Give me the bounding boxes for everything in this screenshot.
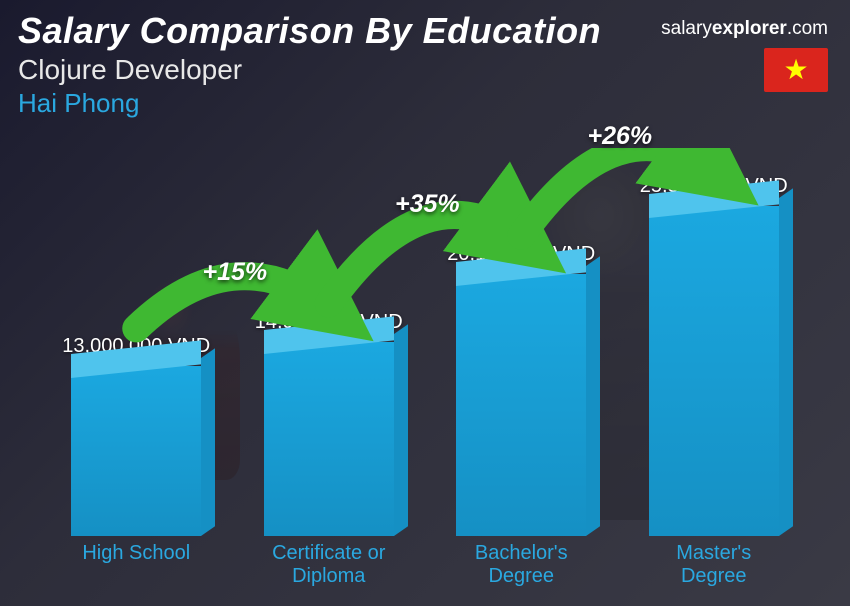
xlabel: Bachelor'sDegree	[425, 538, 618, 588]
arc-label: +15%	[203, 258, 268, 287]
flag-icon: ★	[764, 48, 828, 92]
arc-label: +35%	[395, 190, 460, 219]
xlabels-container: High SchoolCertificate orDiplomaBachelor…	[40, 538, 810, 588]
bar	[71, 366, 201, 536]
bar	[649, 206, 779, 536]
xlabel: Certificate orDiploma	[233, 538, 426, 588]
bar-group: 20,100,000 VND	[425, 243, 618, 536]
bar-group: 14,900,000 VND	[233, 311, 426, 536]
xlabel: High School	[40, 538, 233, 588]
location: Hai Phong	[18, 88, 832, 119]
xlabel: Master'sDegree	[618, 538, 811, 588]
brand-label: salaryexplorer.com	[661, 18, 828, 40]
brand-suffix: .com	[787, 18, 828, 39]
bar	[456, 274, 586, 536]
flag-star-icon: ★	[783, 56, 808, 84]
bar	[264, 342, 394, 536]
job-title: Clojure Developer	[18, 54, 832, 86]
salary-chart: 13,000,000 VND 14,900,000 VND 20,100,000…	[40, 148, 810, 588]
brand-bold: explorer	[712, 18, 787, 39]
arc-label: +26%	[588, 122, 653, 151]
bar-group: 25,300,000 VND	[618, 175, 811, 536]
bar-group: 13,000,000 VND	[40, 335, 233, 536]
brand-prefix: salary	[661, 18, 712, 39]
